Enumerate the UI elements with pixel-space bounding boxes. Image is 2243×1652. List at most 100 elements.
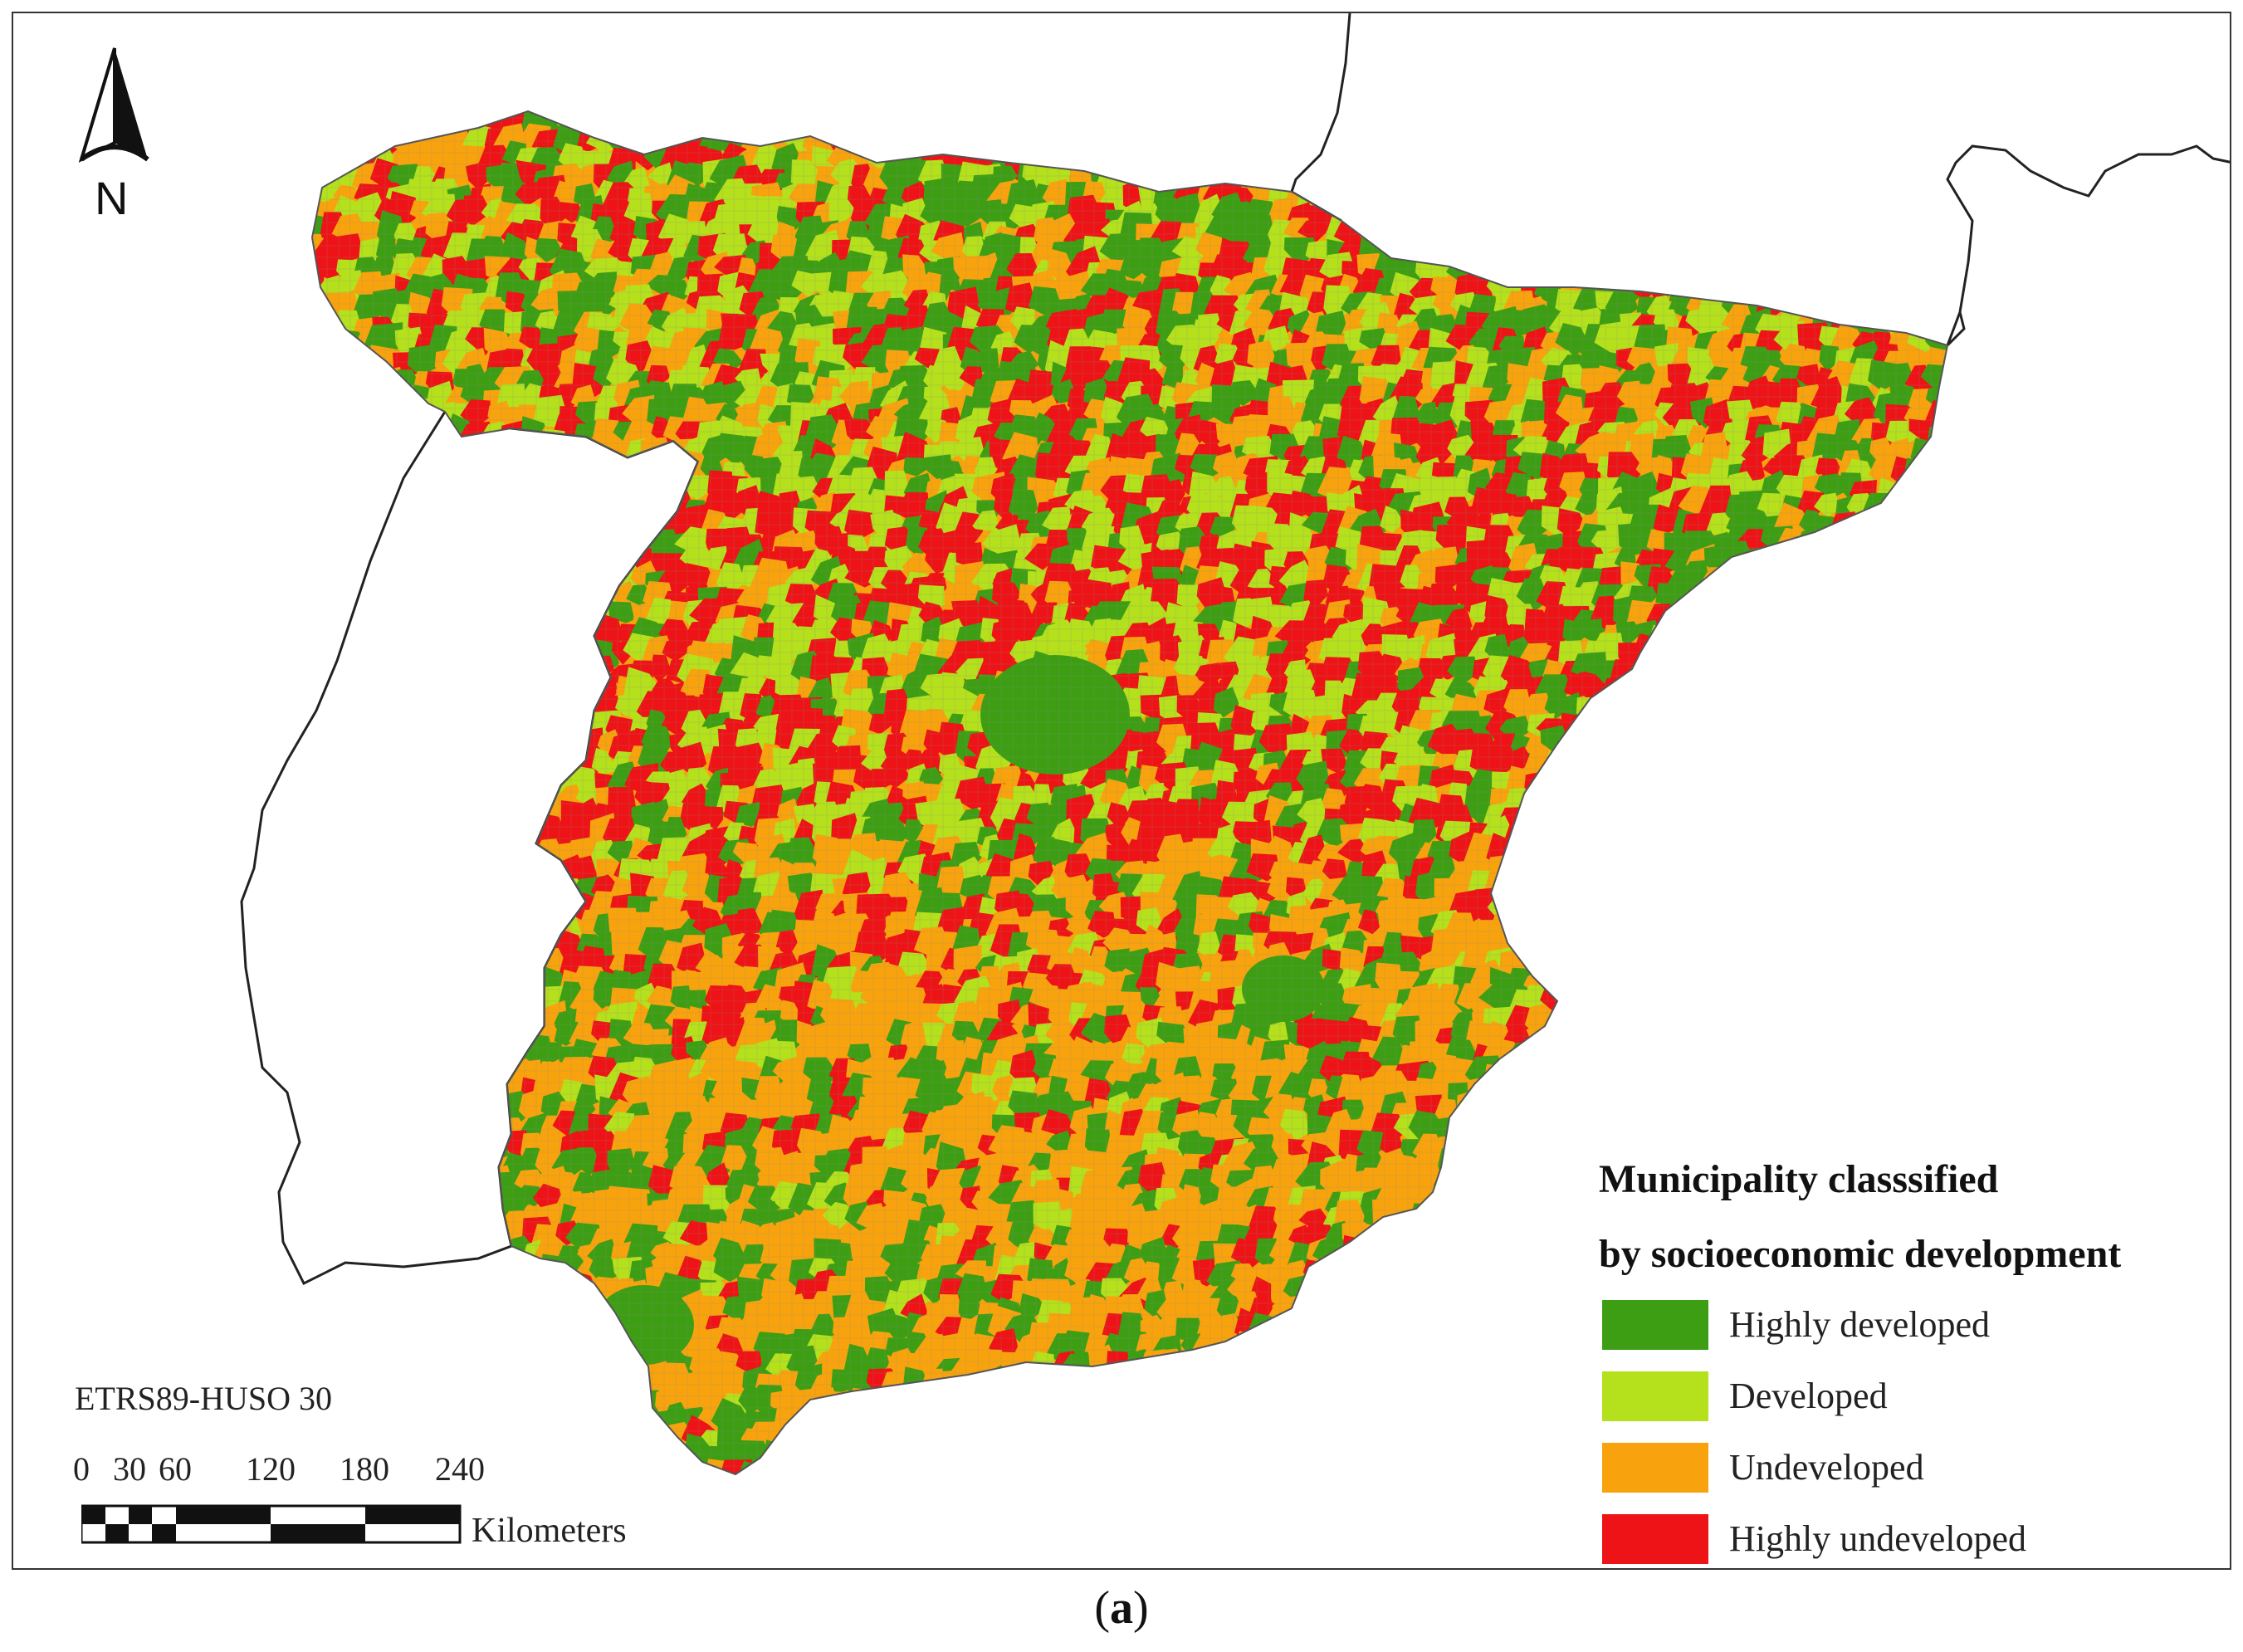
municipality-patch bbox=[1517, 212, 1552, 252]
municipality-patch bbox=[1813, 237, 1839, 266]
municipality-patch bbox=[1798, 679, 1830, 703]
municipality-patch bbox=[740, 111, 767, 134]
municipality-patch bbox=[284, 471, 312, 501]
municipality-patch bbox=[1116, 139, 1156, 176]
municipality-patch bbox=[1613, 257, 1641, 284]
municipality-patch bbox=[1949, 92, 1976, 117]
municipality-patch bbox=[1869, 259, 1894, 286]
municipality-patch bbox=[1685, 898, 1719, 931]
municipality-patch bbox=[1873, 956, 1901, 981]
municipality-patch bbox=[1926, 276, 1947, 301]
municipality-patch bbox=[567, 111, 596, 119]
municipality-patch bbox=[1620, 166, 1646, 194]
municipality-patch bbox=[1778, 219, 1813, 247]
municipality-patch bbox=[1905, 669, 1936, 702]
municipality-patch bbox=[1908, 186, 1938, 216]
municipality-patch bbox=[1737, 921, 1778, 960]
municipality-patch bbox=[1940, 548, 1947, 588]
municipality-patch bbox=[1918, 149, 1947, 183]
municipality-patch bbox=[1719, 594, 1757, 632]
municipality-patch bbox=[1892, 516, 1916, 545]
municipality-patch bbox=[1811, 1043, 1852, 1079]
municipality-patch bbox=[1942, 372, 1947, 396]
municipality-patch bbox=[1780, 263, 1809, 286]
municipality-patch bbox=[1866, 288, 1904, 329]
municipality-patch bbox=[1723, 111, 1753, 126]
municipality-patch bbox=[1865, 889, 1901, 929]
municipality-patch bbox=[1581, 202, 1610, 232]
municipality-patch bbox=[1632, 673, 1672, 710]
municipality-patch bbox=[1815, 113, 1845, 134]
municipality-patch bbox=[1836, 750, 1865, 784]
municipality-patch bbox=[1890, 233, 1919, 266]
municipality-patch bbox=[1634, 160, 1666, 198]
municipality-patch bbox=[312, 393, 330, 426]
municipality-patch bbox=[1913, 949, 1942, 975]
municipality-patch bbox=[1938, 676, 1947, 714]
municipality-patch bbox=[320, 130, 352, 157]
municipality-patch bbox=[1745, 653, 1781, 686]
municipality-patch bbox=[1809, 804, 1844, 834]
municipality-patch bbox=[1923, 476, 1947, 506]
municipality-patch bbox=[1763, 183, 1796, 221]
municipality-patch bbox=[1825, 523, 1865, 564]
municipality-patch bbox=[1870, 1038, 1898, 1066]
municipality-patch bbox=[1869, 880, 1896, 913]
municipality-patch bbox=[1263, 111, 1296, 139]
municipality-patch bbox=[1685, 852, 1721, 883]
municipality-patch bbox=[1723, 860, 1750, 889]
municipality-patch bbox=[312, 511, 328, 535]
municipality-patch bbox=[1918, 575, 1947, 612]
municipality-patch bbox=[1011, 125, 1040, 159]
municipality-patch bbox=[1141, 146, 1173, 174]
municipality-patch bbox=[1629, 840, 1659, 868]
municipality-patch bbox=[1627, 234, 1664, 271]
municipality-patch bbox=[1634, 858, 1663, 893]
municipality-patch bbox=[1483, 142, 1513, 168]
municipality-patch bbox=[1702, 827, 1732, 858]
municipality-patch bbox=[1578, 111, 1601, 139]
municipality-patch bbox=[1615, 148, 1641, 176]
municipality-patch bbox=[1538, 111, 1578, 123]
municipality-patch bbox=[279, 567, 304, 594]
municipality-patch bbox=[1854, 1003, 1882, 1034]
municipality-patch bbox=[1599, 991, 1625, 1017]
municipality-patch bbox=[1688, 1041, 1718, 1068]
municipality-patch bbox=[1801, 1037, 1832, 1067]
municipality-patch bbox=[1576, 182, 1602, 209]
municipality-patch bbox=[1706, 846, 1735, 872]
municipality-patch bbox=[312, 125, 332, 161]
municipality-patch bbox=[1919, 514, 1947, 544]
municipality-patch bbox=[1578, 930, 1605, 961]
municipality-patch bbox=[558, 111, 585, 125]
municipality-patch bbox=[1591, 221, 1626, 247]
municipality-patch bbox=[1943, 636, 1947, 665]
municipality-patch bbox=[312, 179, 315, 216]
municipality-patch bbox=[1268, 111, 1301, 122]
municipality-patch bbox=[1760, 586, 1786, 614]
municipality-patch bbox=[376, 438, 399, 467]
municipality-patch bbox=[1616, 948, 1646, 978]
municipality-patch bbox=[1360, 111, 1389, 130]
municipality-patch bbox=[1706, 779, 1735, 809]
municipality-patch bbox=[1176, 163, 1203, 185]
municipality-patch bbox=[312, 433, 330, 466]
municipality-patch bbox=[1668, 975, 1699, 1014]
municipality-patch bbox=[1483, 236, 1515, 270]
municipality-patch bbox=[1820, 937, 1841, 965]
municipality-patch bbox=[316, 583, 348, 617]
municipality-patch bbox=[315, 439, 350, 473]
municipality-patch bbox=[1939, 990, 1947, 1015]
municipality-patch bbox=[1723, 965, 1750, 994]
municipality-patch bbox=[1860, 819, 1895, 853]
municipality-patch bbox=[1923, 751, 1947, 780]
municipality-patch bbox=[1641, 986, 1679, 1022]
municipality-patch bbox=[1754, 199, 1793, 237]
municipality-patch bbox=[1564, 874, 1592, 907]
municipality-patch bbox=[342, 405, 366, 433]
municipality-patch bbox=[1755, 1057, 1796, 1090]
municipality-patch bbox=[1648, 881, 1677, 905]
municipality-patch bbox=[1872, 652, 1899, 687]
municipality-patch bbox=[1928, 693, 1947, 726]
municipality-patch bbox=[1502, 165, 1528, 193]
